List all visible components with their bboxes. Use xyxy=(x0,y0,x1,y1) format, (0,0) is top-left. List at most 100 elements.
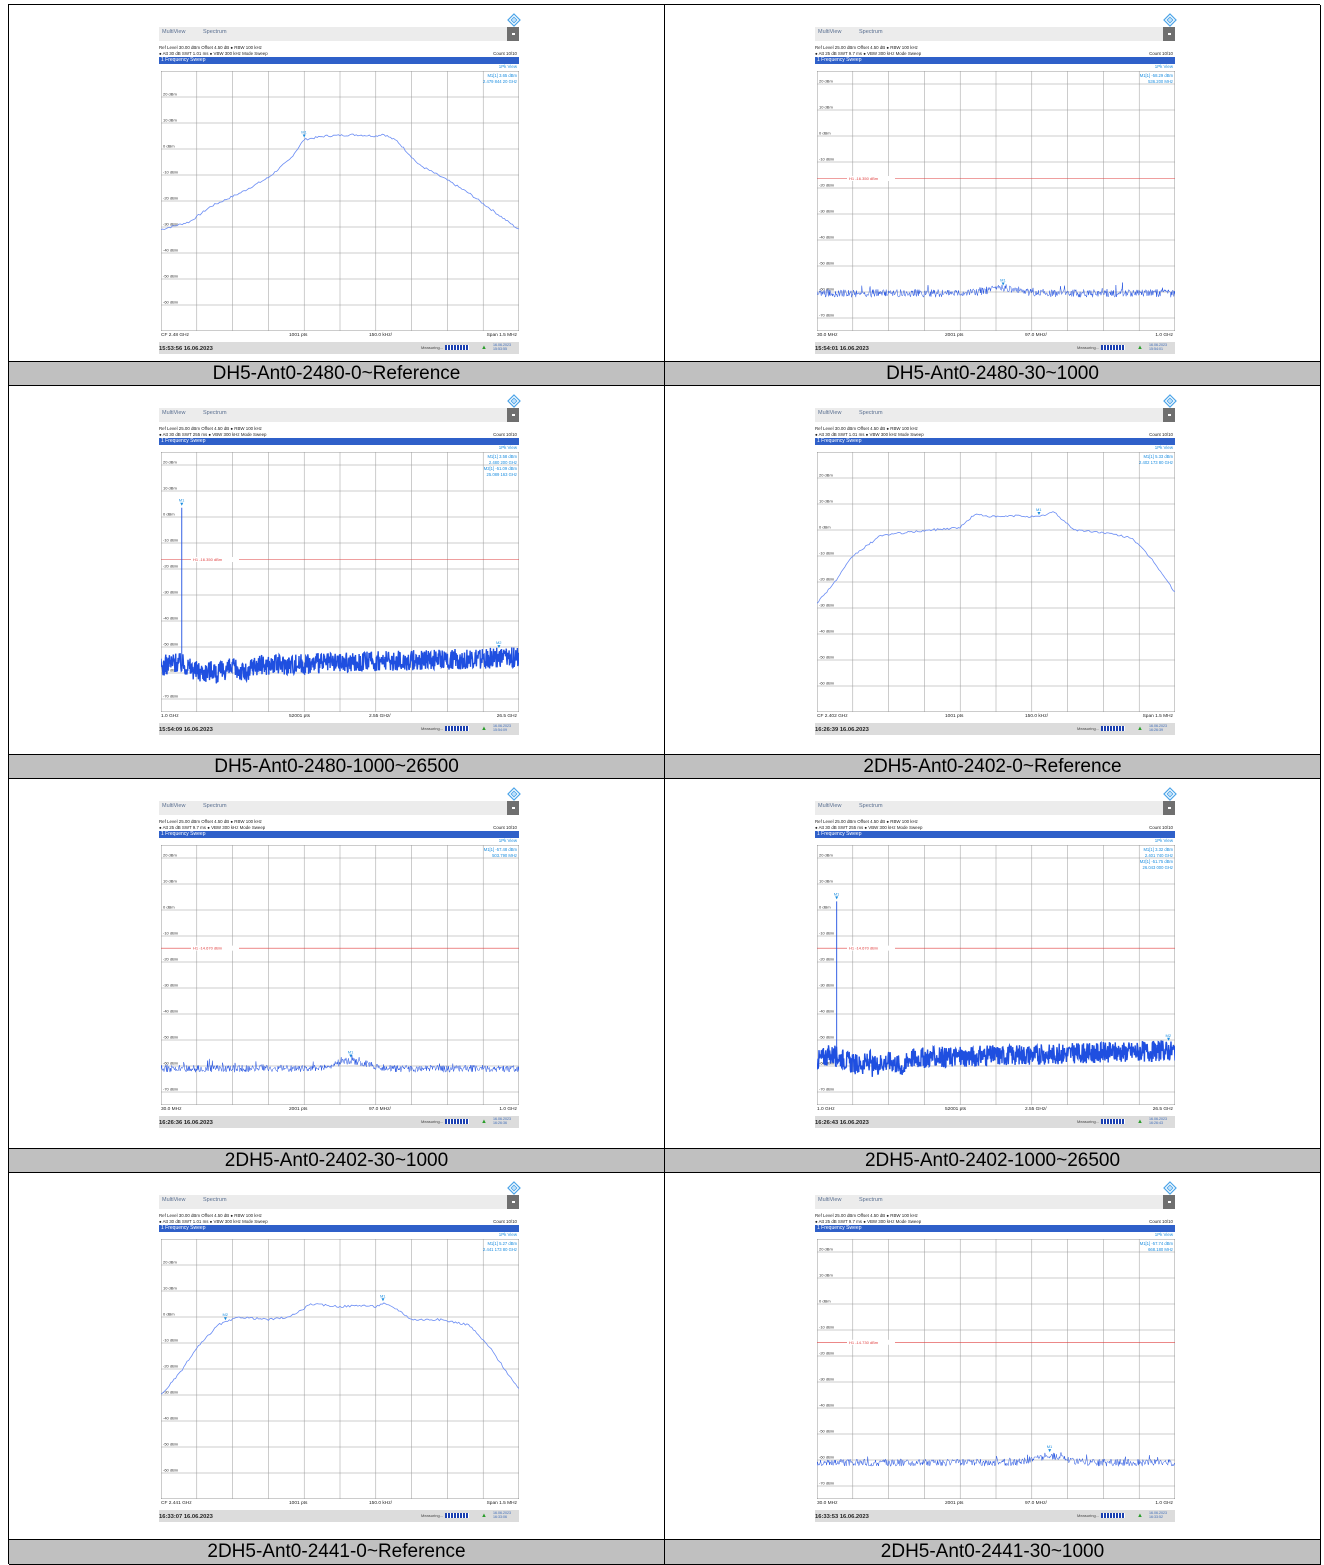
view-label: 1Pk View xyxy=(1154,64,1173,69)
status-datetime: 16.06.2023 16:33:06 xyxy=(493,1511,511,1519)
spectrum-plot: 20 dBm 10 dBm 0 dBm -10 dBm -20 dBm -30 dBm -4… xyxy=(817,1239,1175,1499)
x-axis-label: 26.5 GHz xyxy=(1152,1107,1173,1112)
window-menu-button[interactable] xyxy=(507,1195,519,1209)
sweep-header: 1 Frequency Sweep xyxy=(159,57,519,64)
limit-label: H1 -16.350 dBm xyxy=(849,176,879,181)
y-tick-label: 0 dBm xyxy=(819,131,831,136)
y-tick-label: -60 dBm xyxy=(819,287,835,292)
tab-multiview[interactable]: MultiView xyxy=(162,1197,186,1203)
title-bar: MultiView Spectrum xyxy=(815,1181,1177,1209)
tab-multiview[interactable]: MultiView xyxy=(162,410,186,416)
trace xyxy=(817,282,1175,298)
y-tick-label: -60 dBm xyxy=(819,681,835,686)
title-bar: MultiView Spectrum xyxy=(159,787,521,815)
x-axis-label: CF 2.402 GHz xyxy=(817,714,848,719)
limit-label: H1 -14.670 dBm xyxy=(849,946,879,951)
sweep-header: 1 Frequency Sweep xyxy=(159,438,519,445)
y-tick-label: 20 dBm xyxy=(819,79,833,84)
tab-multiview[interactable]: MultiView xyxy=(818,410,842,416)
view-label: 1Pk View xyxy=(498,1232,517,1237)
status-bar: Measuring... ▲ 16.06.2023 16:26:39 xyxy=(815,723,1175,735)
sweep-count: Count 10/10 xyxy=(1149,51,1173,56)
status-triangle-icon: ▲ xyxy=(1137,726,1143,732)
trace xyxy=(161,133,519,230)
window-menu-button[interactable] xyxy=(1163,408,1175,422)
status-time: 16:33:06 xyxy=(493,1515,507,1519)
settings-line-2: ● Att 25 dB SWT 9.7 ms ● VBW 300 kHz Mod… xyxy=(815,1219,922,1224)
status-date: 16.06.2023 xyxy=(1149,343,1167,347)
caption: DH5-Ant0-2480-30~1000 xyxy=(665,362,1321,386)
trace xyxy=(161,1054,519,1074)
status-time: 15:54:09 xyxy=(493,728,507,732)
timestamp: 16:26:39 16.06.2023 xyxy=(815,727,869,733)
title-bar: MultiView Spectrum xyxy=(815,787,1177,815)
y-tick-label: -40 dBm xyxy=(819,629,835,634)
tab-multiview[interactable]: MultiView xyxy=(162,803,186,809)
tab-multiview[interactable]: MultiView xyxy=(818,1197,842,1203)
tab-spectrum[interactable]: Spectrum xyxy=(859,410,883,416)
spectrum-chart: 20 dBm 10 dBm 0 dBm -10 dBm -20 dBm -30 dBm -4… xyxy=(817,845,1175,1105)
marker-m2-label: M2 xyxy=(222,1312,228,1317)
timestamp: 16:33:07 16.06.2023 xyxy=(159,1514,213,1520)
marker-m1-icon xyxy=(1048,1449,1052,1453)
tab-spectrum[interactable]: Spectrum xyxy=(203,803,227,809)
tab-spectrum[interactable]: Spectrum xyxy=(859,29,883,35)
spectrum-plot: 20 dBm 10 dBm 0 dBm -10 dBm -20 dBm -30 dBm -4… xyxy=(817,452,1175,712)
y-tick-label: -30 dBm xyxy=(819,603,835,608)
y-tick-label: -30 dBm xyxy=(819,983,835,988)
tab-spectrum[interactable]: Spectrum xyxy=(203,29,227,35)
timestamp: 15:54:01 16.06.2023 xyxy=(815,346,869,352)
y-tick-label: -10 dBm xyxy=(163,931,179,936)
tab-spectrum[interactable]: Spectrum xyxy=(203,1197,227,1203)
x-axis-label: 30.0 MHz xyxy=(817,333,838,338)
y-tick-label: 20 dBm xyxy=(819,1247,833,1252)
marker-m1-label: M1 xyxy=(1047,1444,1053,1449)
y-tick-label: -30 dBm xyxy=(819,1377,835,1382)
y-tick-label: -40 dBm xyxy=(819,1009,835,1014)
tab-spectrum[interactable]: Spectrum xyxy=(203,410,227,416)
status-triangle-icon: ▲ xyxy=(1137,1513,1143,1519)
tab-multiview[interactable]: MultiView xyxy=(162,29,186,35)
x-axis-footer: 1.0 GHz 52001 pts 2.55 GHz/26.5 GHz xyxy=(815,1107,1175,1114)
marker-m1-icon xyxy=(302,134,306,138)
y-tick-label: -10 dBm xyxy=(163,538,179,543)
screenshot-cell: MultiView Spectrum Ref Level 30.00 dBm Off… xyxy=(665,386,1321,755)
settings-line-2: ● Att 30 dB SWT 1.01 ms ● VBW 300 kHz Mo… xyxy=(815,432,924,437)
y-tick-label: -50 dBm xyxy=(819,655,835,660)
status-datetime: 16.06.2023 16:26:39 xyxy=(1149,724,1167,732)
rs-logo-icon xyxy=(507,13,521,27)
settings-line-2: ● Att 25 dB SWT 9.7 ms ● VBW 300 kHz Mod… xyxy=(815,51,922,56)
marker-m2-icon xyxy=(497,645,501,649)
sweep-header: 1 Frequency Sweep xyxy=(815,831,1175,838)
screenshot-cell: MultiView Spectrum Ref Level 25.00 dBm Off… xyxy=(665,5,1321,362)
y-tick-label: -50 dBm xyxy=(163,1442,179,1447)
window-menu-button[interactable] xyxy=(1163,27,1175,41)
y-tick-label: 0 dBm xyxy=(163,512,175,517)
tab-spectrum[interactable]: Spectrum xyxy=(859,1197,883,1203)
title-bar: MultiView Spectrum xyxy=(815,394,1177,422)
settings-line-1: Ref Level 30.00 dBm Offset 4.50 dB ● RBW… xyxy=(815,426,918,431)
tab-multiview[interactable]: MultiView xyxy=(818,29,842,35)
window-menu-button[interactable] xyxy=(507,27,519,41)
tab-multiview[interactable]: MultiView xyxy=(818,803,842,809)
measuring-label: Measuring... xyxy=(1077,345,1100,350)
rs-logo-icon xyxy=(1163,394,1177,408)
window-menu-button[interactable] xyxy=(507,801,519,815)
y-tick-label: 0 dBm xyxy=(163,1312,175,1317)
marker-m1-label: M1 xyxy=(834,891,840,896)
x-axis-label: 1.0 GHz xyxy=(1155,1501,1173,1506)
marker-m1-label: M1 xyxy=(1036,507,1042,512)
marker-m1-icon xyxy=(381,1298,385,1302)
x-axis-label: 2001 pts xyxy=(945,1501,964,1506)
measuring-label: Measuring... xyxy=(421,1513,444,1518)
window-menu-button[interactable] xyxy=(1163,1195,1175,1209)
marker-readout: 2.480 200 GHz xyxy=(489,460,517,465)
y-tick-label: 0 dBm xyxy=(163,905,175,910)
tab-spectrum[interactable]: Spectrum xyxy=(859,803,883,809)
timestamp: 15:54:09 16.06.2023 xyxy=(159,727,213,733)
settings-line-2: ● Att 30 dB SWT 255 ms ● VBW 300 kHz Mod… xyxy=(815,825,923,830)
window-menu-button[interactable] xyxy=(507,408,519,422)
window-menu-button[interactable] xyxy=(1163,801,1175,815)
progress-bar xyxy=(1101,345,1125,350)
measuring-label: Measuring... xyxy=(421,726,444,731)
